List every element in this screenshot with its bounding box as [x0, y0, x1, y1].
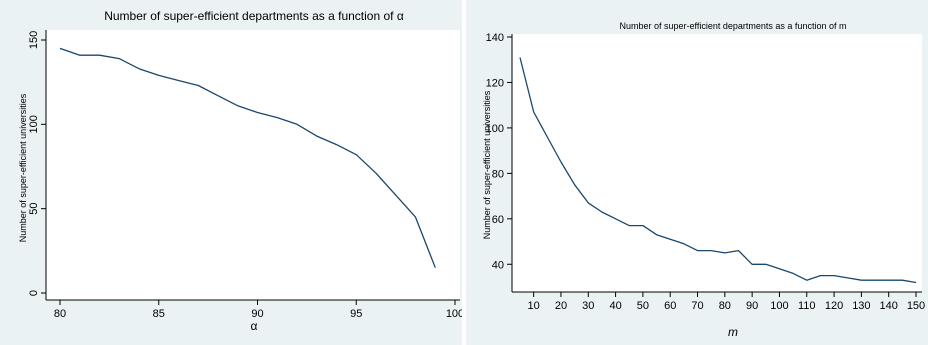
y-tick-label: 140	[486, 32, 504, 44]
x-tick-label: 40	[609, 300, 621, 312]
series-line-group	[59, 47, 436, 268]
x-tick-label: 30	[582, 300, 594, 312]
plot-area	[46, 30, 460, 300]
x-tick-label: 10	[528, 300, 540, 312]
x-tick-label: 80	[719, 300, 731, 312]
y-tick-label: 120	[486, 77, 504, 89]
x-tick-label: 50	[637, 300, 649, 312]
chart-panel-m: Number of super-efficient departments as…	[466, 0, 928, 345]
plot-area	[512, 34, 922, 292]
y-tick-label: 0	[28, 290, 40, 296]
y-tick-label: 40	[492, 259, 504, 271]
x-tick-label: 70	[691, 300, 703, 312]
x-tick-label: 110	[798, 300, 816, 312]
x-axis-label: α	[251, 319, 258, 333]
x-tick-label: 80	[54, 308, 66, 320]
chart-m: Number of super-efficient departments as…	[466, 0, 928, 345]
x-tick-label: 100	[446, 308, 462, 320]
y-tick-label: 100	[28, 115, 40, 133]
axes: 80 85 90 95 100 0 50 100 150	[28, 30, 462, 320]
y-tick-label: 50	[28, 203, 40, 215]
y-tick-label: 60	[492, 214, 504, 226]
series-line	[59, 47, 436, 268]
chart-title: Number of super-efficient departments as…	[620, 21, 847, 31]
x-tick-label: 90	[746, 300, 758, 312]
x-tick-label: 90	[251, 308, 263, 320]
x-tick-label: 85	[153, 308, 165, 320]
x-tick-label: 140	[880, 300, 898, 312]
x-tick-label: 130	[852, 300, 870, 312]
y-tick-label: 150	[28, 31, 40, 49]
axes: 10 20 30 40 50 60 70 80 90 100 110 120 130 140 150 40 60…	[486, 32, 926, 312]
y-axis-label: Number of super-efficient universities	[18, 93, 28, 242]
x-tick-label: 120	[825, 300, 843, 312]
y-axis-label: Number of super-efficient universities	[482, 90, 492, 239]
x-axis-label: m	[728, 325, 738, 339]
chart-panel-alpha: Number of super-efficient departments as…	[0, 0, 462, 345]
x-tick-label: 95	[350, 308, 362, 320]
y-tick-label: 100	[486, 123, 504, 135]
x-tick-label: 60	[664, 300, 676, 312]
x-tick-label: 100	[770, 300, 788, 312]
y-tick-label: 80	[492, 168, 504, 180]
chart-title: Number of super-efficient departments as…	[104, 9, 404, 23]
series-line-group	[519, 57, 917, 284]
x-tick-label: 150	[907, 300, 925, 312]
chart-alpha: Number of super-efficient departments as…	[0, 0, 462, 345]
series-line	[519, 57, 917, 284]
x-tick-label: 20	[555, 300, 567, 312]
